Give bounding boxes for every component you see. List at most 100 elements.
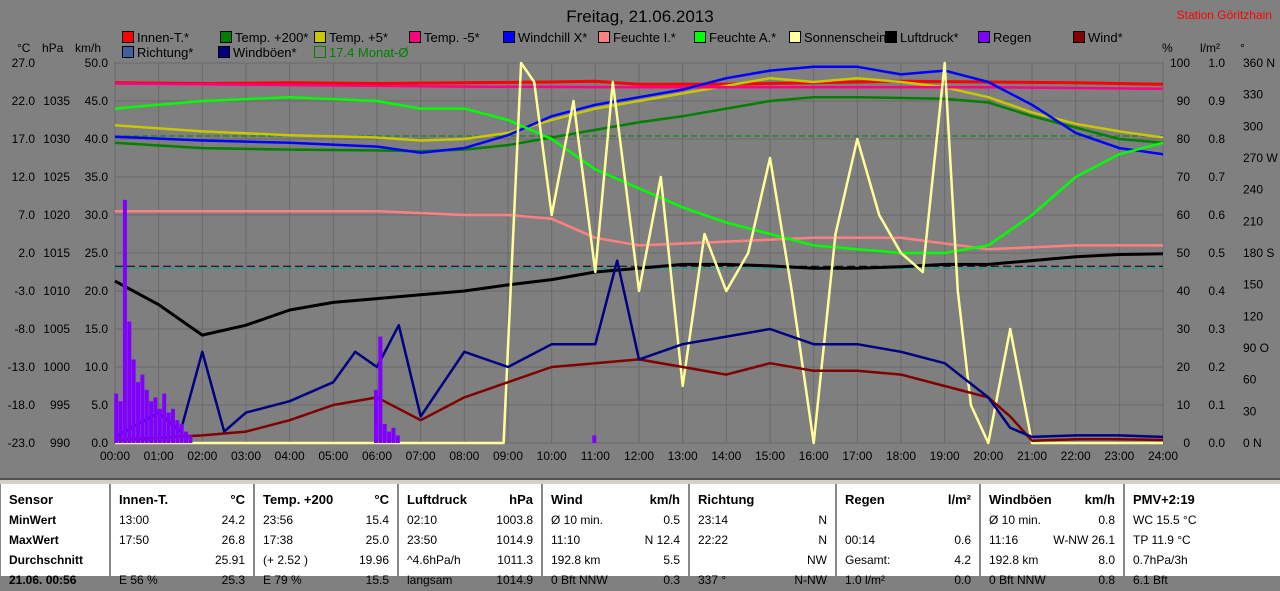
cell-right: W-NW 26.1 — [1053, 533, 1115, 547]
legend-item: Feuchte I.* — [598, 30, 676, 45]
column-header: Luftdruck — [407, 492, 467, 507]
table-row: 11:16 W-NW 26.1 — [981, 533, 1123, 551]
y-tick-label-celsius: 27.0 — [12, 56, 36, 70]
y-tick-label-kmh: 45.0 — [85, 94, 109, 108]
legend-swatch — [122, 31, 134, 43]
legend-item: Windchill X* — [503, 30, 587, 45]
sensor-row-label: 21.06. 00:56 — [9, 573, 77, 587]
rain-bar — [387, 431, 392, 443]
x-tick-label: 02:00 — [187, 449, 217, 463]
x-tick-label: 05:00 — [318, 449, 348, 463]
column-unit: l/m² — [947, 492, 971, 507]
cell-left: (+ 2.52 ) — [263, 553, 309, 567]
legend-label: Temp. +200* — [235, 30, 309, 45]
legend-item: 17.4 Monat-Ø — [314, 45, 409, 60]
table-row: 1.0 l/m² 0.0 — [837, 573, 979, 591]
y-tick-label-celsius: 22.0 — [12, 94, 36, 108]
rain-bar — [166, 412, 171, 443]
series-line — [114, 76, 1164, 142]
cell-left: 17:38 — [263, 533, 294, 547]
y-tick-label-deg: 30 — [1243, 404, 1257, 418]
legend-swatch — [789, 31, 801, 43]
column-header: Temp. +200 — [263, 492, 334, 507]
rain-bar — [184, 431, 189, 443]
table-column-4: Richtung 23:14 N 22:22 N NW 337 ° N-NW — [689, 484, 836, 587]
y-tick-label-hpa: 1020 — [43, 208, 70, 222]
cell-left: E 56 % — [119, 573, 158, 587]
table-row: Ø 10 min. 0.8 — [981, 513, 1123, 531]
legend-label: Temp. -5* — [424, 30, 480, 45]
cell-left: 17:50 — [119, 533, 150, 547]
legend-swatch — [122, 46, 134, 58]
table-row: 02:10 1003.8 — [399, 513, 541, 531]
cell-right: 1003.8 — [496, 513, 533, 527]
legend-item: Temp. +200* — [220, 30, 308, 45]
cell-left: 11:16 — [989, 533, 1019, 547]
x-tick-label: 08:00 — [449, 449, 479, 463]
x-tick-label: 16:00 — [799, 449, 829, 463]
legend-label: Feuchte A.* — [709, 30, 777, 45]
legend-label: 17.4 Monat-Ø — [329, 45, 409, 60]
y-tick-label-deg: 0 N — [1243, 436, 1262, 450]
y-tick-label-kmh: 50.0 — [85, 56, 109, 70]
rain-bar — [131, 359, 136, 443]
cell-left: 23:14 — [698, 513, 729, 527]
y-tick-label-celsius: 7.0 — [18, 208, 35, 222]
column-unit: km/h — [1084, 492, 1115, 507]
table-row — [837, 513, 979, 531]
cell-left: 337 ° — [698, 573, 727, 587]
rain-bar — [395, 435, 400, 443]
cell-right: 15.4 — [365, 513, 389, 527]
y-tick-label-percent: 0 — [1183, 436, 1190, 450]
table-row: E 79 % 15.5 — [255, 573, 397, 591]
rain-bar — [378, 336, 383, 443]
y-tick-label-hpa: 990 — [50, 436, 70, 450]
sensor-header: Sensor — [9, 492, 54, 507]
column-unit: km/h — [649, 492, 680, 507]
table-column-3: Wind km/h Ø 10 min. 0.5 11:10 N 12.4 192.8 km 5… — [542, 484, 689, 587]
legend-item: Sonnenschein — [789, 30, 886, 45]
legend-swatch — [1073, 31, 1085, 43]
x-tick-label: 03:00 — [231, 449, 261, 463]
x-tick-label: 23:00 — [1104, 449, 1134, 463]
series-line — [114, 95, 1164, 255]
chart-area: Freitag, 21.06.2013 Station Göritzhain °… — [8, 7, 1279, 463]
y-tick-label-celsius: 17.0 — [12, 132, 36, 146]
y-tick-label-celsius: -3.0 — [14, 284, 35, 298]
line-chart: 00:00 01:00 02:00 03:00 04:00 05:00 06:00 07:00… — [8, 56, 1279, 463]
y-tick-label-lm2: 0.2 — [1208, 360, 1225, 374]
column-header: PMV+2:19 — [1133, 492, 1195, 507]
legend-swatch — [409, 31, 421, 43]
rain-bar — [144, 389, 149, 443]
x-tick-label: 14:00 — [711, 449, 741, 463]
column-unit: hPa — [509, 492, 533, 507]
legend-item: Luftdruck* — [885, 30, 959, 45]
rain-bar — [391, 427, 396, 443]
x-tick-label: 19:00 — [930, 449, 960, 463]
series-line — [114, 259, 1164, 439]
cell-left: 23:56 — [263, 513, 294, 527]
legend-swatch — [978, 31, 990, 43]
x-tick-label: 24:00 — [1148, 449, 1178, 463]
y-tick-label-kmh: 30.0 — [85, 208, 109, 222]
cell-right: 26.8 — [221, 533, 245, 547]
y-tick-label-lm2: 0.4 — [1208, 284, 1225, 298]
y-tick-label-kmh: 15.0 — [85, 322, 109, 336]
legend-swatch — [314, 46, 326, 58]
cell-left: Ø 10 min. — [551, 513, 604, 527]
sensor-row-label: MinWert — [9, 513, 57, 527]
y-tick-label-celsius: -13.0 — [8, 360, 36, 374]
table-row: 23:14 N — [690, 513, 835, 531]
legend-item: Windböen* — [218, 45, 297, 60]
cell-left: WC 15.5 °C — [1133, 513, 1197, 527]
series-line — [115, 209, 1163, 251]
legend-label: Innen-T.* — [137, 30, 190, 45]
chart-title: Freitag, 21.06.2013 — [566, 7, 714, 26]
legend-item: Richtung* — [122, 45, 193, 60]
y-tick-label-deg: 180 S — [1243, 246, 1274, 260]
x-tick-label: 04:00 — [275, 449, 305, 463]
legend-label: Temp. +5* — [329, 30, 388, 45]
y-tick-label-hpa: 995 — [50, 398, 70, 412]
legend-label: Regen — [993, 30, 1032, 45]
y-tick-label-deg: 240 — [1243, 183, 1263, 197]
